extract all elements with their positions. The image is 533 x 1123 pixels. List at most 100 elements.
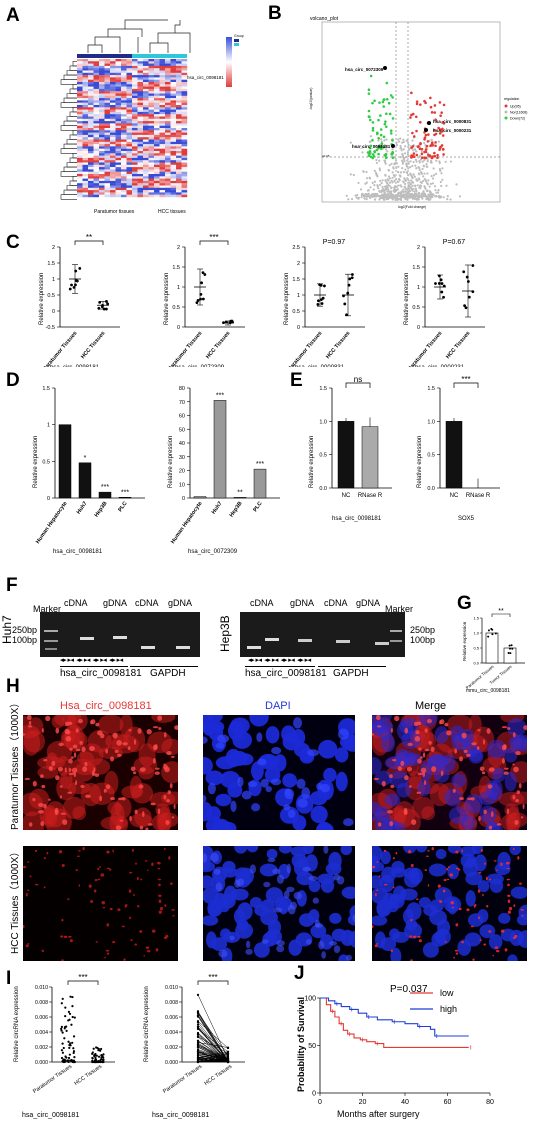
volcano-point-nor bbox=[419, 180, 422, 184]
volcano-point-nor bbox=[439, 180, 442, 184]
heatmap-cell bbox=[165, 95, 171, 99]
heatmap-cell bbox=[88, 118, 94, 122]
heatmap-cell bbox=[88, 183, 94, 186]
volcano-point-nor bbox=[391, 148, 394, 151]
heatmap-cell bbox=[77, 111, 83, 115]
micro-cell bbox=[158, 899, 162, 903]
micro-cell bbox=[212, 866, 227, 883]
c-dot bbox=[100, 305, 104, 309]
micro-cell bbox=[160, 791, 178, 805]
micro-cell bbox=[439, 720, 442, 725]
volcano-point-nor bbox=[406, 153, 410, 156]
heatmap-cell bbox=[137, 75, 144, 78]
heatmap-cell bbox=[77, 174, 83, 177]
volcano-point-up bbox=[412, 152, 416, 155]
heatmap-cell bbox=[104, 178, 111, 182]
heatmap-cell bbox=[181, 61, 188, 64]
i-dot bbox=[93, 1059, 97, 1062]
heatmap-cell bbox=[181, 102, 188, 106]
heatmap-cell bbox=[126, 61, 133, 64]
volcano-point-nor bbox=[401, 153, 404, 156]
row-dendro-branch bbox=[63, 74, 77, 80]
heatmap-cell bbox=[99, 88, 105, 92]
heatmap-cell bbox=[104, 164, 111, 168]
volcano-point-nor bbox=[373, 198, 377, 201]
c-ytick-label: 2 bbox=[297, 261, 300, 267]
i-dot bbox=[60, 1002, 63, 1005]
micro-cell bbox=[93, 767, 96, 773]
heatmap-cell bbox=[154, 141, 160, 145]
volcano-point-nor bbox=[381, 195, 384, 198]
heatmap-cell bbox=[115, 111, 122, 115]
heatmap-cell bbox=[93, 102, 100, 106]
micro-cell bbox=[213, 868, 221, 875]
volcano-point-up bbox=[429, 144, 432, 148]
volcano-point-nor bbox=[406, 151, 410, 154]
heatmap-cell bbox=[132, 70, 138, 73]
heatmap-cell bbox=[165, 123, 171, 126]
micro-col-label-1: Hsa_circ_0098181 bbox=[60, 700, 152, 712]
volcano-point-nor bbox=[427, 198, 431, 201]
micro-cell bbox=[23, 924, 25, 929]
e-sig-bracket bbox=[345, 382, 371, 388]
group-bar-cell bbox=[104, 54, 110, 58]
volcano-point-nor bbox=[429, 182, 433, 185]
panel-label-a: A bbox=[6, 5, 20, 26]
heatmap-cell bbox=[170, 118, 177, 122]
heatmap-cell bbox=[77, 61, 83, 64]
heatmap-cell bbox=[159, 79, 166, 83]
heatmap-cell bbox=[110, 167, 116, 170]
heatmap-cell bbox=[88, 178, 94, 182]
volcano-point-down bbox=[385, 81, 389, 85]
heatmap-cell bbox=[126, 77, 133, 80]
heatmap-cell bbox=[99, 70, 105, 73]
c-dot bbox=[199, 297, 202, 301]
heatmap-cell bbox=[148, 183, 155, 186]
micro-cell bbox=[249, 715, 269, 727]
heatmap-cell bbox=[126, 79, 133, 83]
volcano-point-nor bbox=[408, 181, 411, 184]
heatmap-cell bbox=[159, 111, 166, 115]
heatmap-cell bbox=[159, 107, 166, 110]
heatmap-cell bbox=[165, 183, 171, 186]
volcano-point-nor bbox=[441, 178, 444, 181]
micro-cell bbox=[51, 715, 65, 729]
micro-cell bbox=[507, 894, 511, 898]
micro-cell bbox=[147, 823, 153, 826]
i-dot bbox=[63, 1037, 66, 1040]
gel-right-lane-3: cDNA bbox=[324, 598, 348, 608]
heatmap-cell bbox=[126, 132, 133, 136]
micro-cell bbox=[293, 891, 302, 900]
gel-image-right bbox=[240, 612, 405, 657]
i-dot bbox=[60, 1029, 63, 1032]
heatmap-cell bbox=[176, 72, 182, 76]
i-ytick-label: 0.010 bbox=[165, 985, 178, 991]
heatmap-cell bbox=[165, 155, 171, 159]
heatmap-cell bbox=[77, 128, 83, 131]
heatmap-cell bbox=[176, 118, 182, 122]
heatmap-cell bbox=[110, 82, 116, 85]
heatmap-cell bbox=[170, 192, 177, 195]
heatmap-cell bbox=[165, 88, 171, 92]
micro-cell bbox=[476, 746, 480, 750]
heatmap-cell bbox=[170, 183, 177, 186]
micro-cell bbox=[479, 766, 485, 772]
i-category-label: Paratumor Tissues bbox=[162, 1064, 203, 1095]
micro-cell bbox=[428, 740, 432, 745]
i-plot-name: hsa_circ_0098181 bbox=[22, 1112, 79, 1119]
heatmap-cell bbox=[132, 121, 138, 124]
micro-cell bbox=[501, 726, 508, 729]
heatmap-cell bbox=[176, 125, 182, 129]
i-dot bbox=[196, 1039, 200, 1042]
i-dot bbox=[68, 1046, 71, 1049]
volcano-point-nor bbox=[347, 198, 350, 201]
heatmap-cell bbox=[121, 123, 127, 126]
micro-cell bbox=[97, 715, 124, 734]
volcano-point-nor bbox=[380, 138, 383, 141]
micro-paratumor-circ bbox=[23, 715, 178, 830]
heatmap-cell bbox=[137, 107, 144, 110]
heatmap-cell bbox=[137, 134, 144, 138]
i-dot bbox=[72, 1050, 76, 1053]
heatmap-cell bbox=[181, 128, 188, 131]
micro-cell bbox=[203, 794, 207, 803]
